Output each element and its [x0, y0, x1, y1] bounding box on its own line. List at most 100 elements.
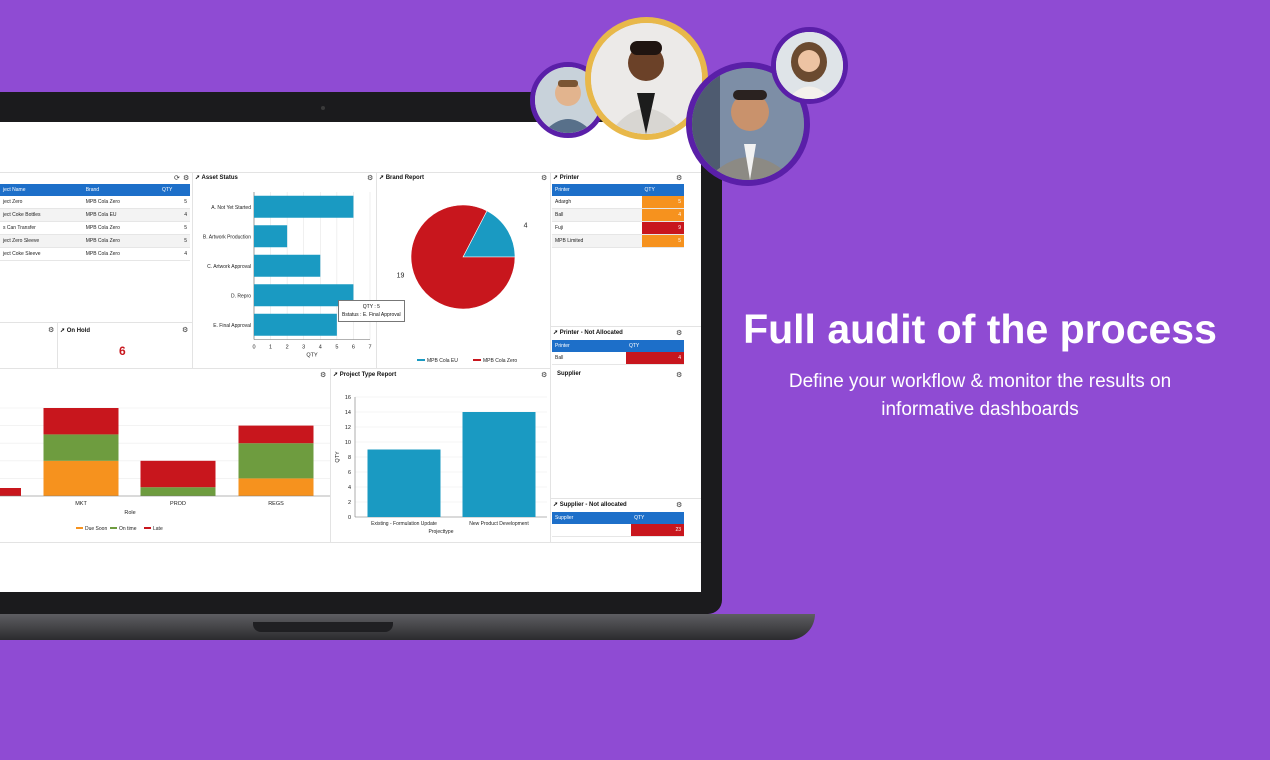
data-label: 4	[524, 223, 528, 230]
asset-status-chart: 0 1 2 3 4 5 6 7 A. Not Yet Started B. Artwork Pro…	[203, 192, 372, 359]
gear-icon[interactable]: ⚙	[320, 372, 327, 379]
gear-icon[interactable]: ⚙	[676, 372, 683, 379]
table-cell: 5	[641, 234, 684, 248]
divider	[0, 322, 192, 323]
gear-icon[interactable]: ⚙	[676, 502, 683, 509]
tick-label: 5	[335, 345, 338, 351]
column-header[interactable]: QTY	[631, 512, 684, 524]
table-row[interactable]: ject Coke Sleeve MPB Cola Zero 4	[0, 247, 190, 261]
printer-not-allocated-title: ➚ Printer - Not Allocated	[553, 330, 623, 336]
table-cell: ject Coke Sleeve	[0, 247, 83, 261]
table-row[interactable]: ject Zero Sleeve MPB Cola Zero 5	[0, 234, 190, 248]
bar	[254, 284, 354, 307]
table-row[interactable]: Adargh 5	[552, 196, 684, 209]
table-row[interactable]: MPB Limited 5	[552, 234, 684, 248]
bar	[254, 225, 288, 248]
category-label: REGS	[268, 501, 284, 507]
table-row[interactable]: Fuji 9	[552, 221, 684, 235]
category-label: E. Final Approval	[213, 323, 251, 329]
legend-label: Due Soon	[85, 526, 107, 532]
tick-label: 16	[345, 395, 351, 401]
legend-label: MPB Cola Zero	[483, 358, 517, 364]
table-cell: Adargh	[552, 196, 642, 209]
laptop-base	[0, 614, 815, 640]
tick-label: 2	[348, 500, 351, 506]
category-label: Existing - Formulation Update	[371, 521, 437, 527]
gear-icon[interactable]: ⚙	[367, 175, 374, 182]
table-cell: MPB Cola Zero	[82, 247, 160, 261]
table-cell: 4	[641, 208, 684, 222]
hero-title: Full audit of the process	[743, 306, 1217, 352]
table-row[interactable]: Ball 4	[552, 208, 684, 222]
person-icon	[692, 68, 804, 180]
column-header[interactable]: QTY	[625, 340, 684, 352]
gear-icon[interactable]: ⚙	[182, 327, 189, 334]
table-cell: 4	[625, 352, 684, 365]
column-header[interactable]: ject Name	[0, 184, 83, 196]
divider	[0, 172, 701, 173]
gear-icon[interactable]: ⚙	[676, 175, 683, 182]
table-cell: 5	[159, 221, 190, 235]
hero-subtitle-line: informative dashboards	[881, 399, 1079, 420]
category-label: PROD	[170, 501, 186, 507]
tick-label: 3	[302, 345, 305, 351]
pie-slice	[462, 210, 516, 258]
bar	[367, 449, 441, 517]
gear-icon[interactable]: ⚙	[183, 175, 190, 182]
table-row[interactable]: ject Zero MPB Cola Zero 5	[0, 196, 190, 209]
person-icon	[776, 32, 843, 99]
divider	[376, 172, 377, 368]
laptop-camera	[321, 106, 325, 110]
hero-subtitle: Define your workflow & monitor the resul…	[740, 368, 1220, 424]
supplier-title: Supplier	[557, 371, 582, 377]
asset-status-title: ➚ Asset Status	[195, 175, 238, 181]
table-cell: 23	[631, 524, 684, 537]
table-row[interactable]: ject Coke Bottles MPB Cola EU 4	[0, 208, 190, 222]
table-cell: ject Zero Sleeve	[0, 234, 83, 248]
column-header[interactable]: QTY	[641, 184, 684, 196]
gear-icon[interactable]: ⚙	[541, 175, 548, 182]
table-cell: Fuji	[552, 221, 642, 235]
column-header[interactable]: Brand	[82, 184, 160, 196]
divider	[550, 172, 551, 542]
data-label: 19	[397, 272, 405, 279]
tick-label: 1	[269, 345, 272, 351]
category-label: New Product Development	[469, 521, 529, 527]
tick-label: 7	[368, 345, 371, 351]
avatar	[771, 27, 848, 104]
table-row[interactable]: Ball 4	[552, 352, 684, 365]
hero-subtitle-line: Define your workflow & monitor the resul…	[788, 371, 1172, 392]
column-header[interactable]: Printer	[552, 340, 626, 352]
gear-icon[interactable]: ⚙	[676, 330, 683, 337]
table-cell: ject Coke Bottles	[0, 208, 83, 222]
table-cell: MPB Cola Zero	[82, 196, 160, 209]
table-cell: MPB Cola Zero	[82, 221, 160, 235]
refresh-icon[interactable]: ⟳	[174, 175, 180, 182]
tick-label: 6	[348, 470, 351, 476]
gear-icon[interactable]: ⚙	[48, 327, 55, 334]
table-cell	[552, 524, 632, 537]
tick-label: 14	[345, 410, 351, 416]
role-chart: MKT PROD REGS Role Due Soon On time Late	[0, 407, 330, 532]
bar	[254, 254, 321, 277]
table-cell: 4	[159, 247, 190, 261]
column-header[interactable]: QTY	[159, 184, 190, 196]
table-row[interactable]: 23	[552, 524, 684, 537]
divider	[330, 368, 331, 542]
axis-title: Projecttype	[428, 529, 453, 535]
column-header[interactable]: Printer	[552, 184, 642, 196]
person-icon	[591, 23, 702, 134]
legend-label: MPB Cola EU	[427, 358, 458, 364]
tick-label: 4	[348, 485, 351, 491]
bar-segment	[43, 408, 119, 435]
gear-icon[interactable]: ⚙	[541, 372, 548, 379]
tick-label: 0	[348, 515, 351, 521]
table-row[interactable]: s Can Transfer MPB Cola Zero 5	[0, 221, 190, 235]
divider	[192, 172, 193, 368]
bar	[0, 488, 21, 496]
tooltip-line: Bstatus : E. Final Approval	[342, 312, 401, 318]
column-header[interactable]: Supplier	[552, 512, 632, 524]
dashboard-screen: ⟳ ⚙ ject Name Brand QTY ject Zero MPB Col…	[0, 122, 701, 592]
legend-label: On time	[119, 526, 137, 532]
projects-table: ject Name Brand QTY ject Zero MPB Cola Ze…	[0, 184, 190, 261]
